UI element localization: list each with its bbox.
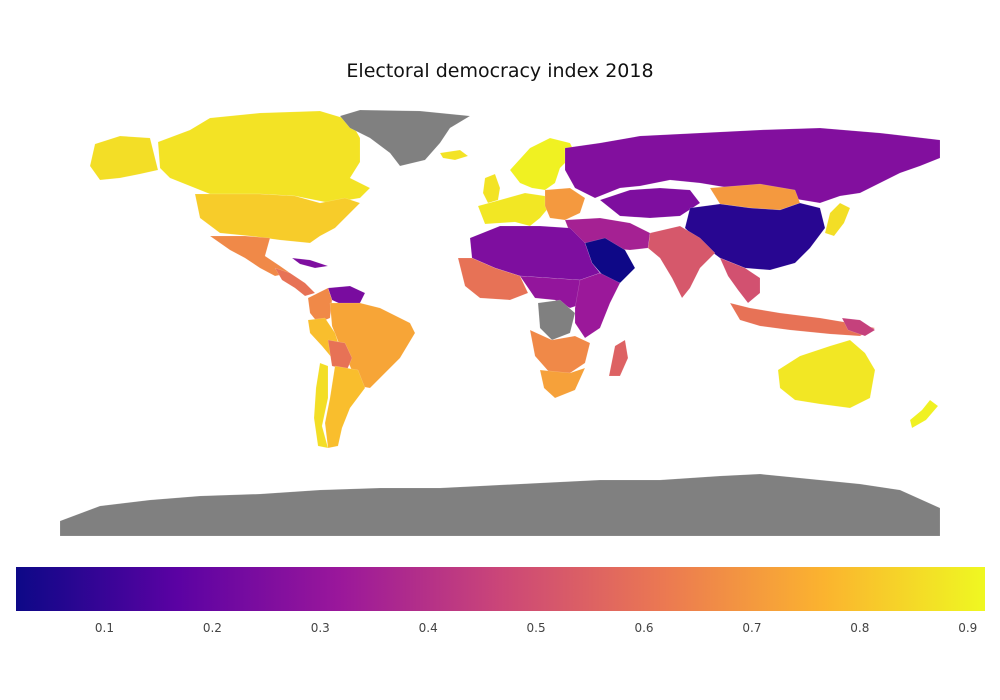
- region-new-zealand[interactable]: [909, 399, 939, 429]
- region-kazakhstan[interactable]: [599, 187, 701, 219]
- region-madagascar[interactable]: [608, 339, 629, 377]
- region-southern-africa[interactable]: [529, 329, 591, 374]
- region-australia[interactable]: [777, 339, 876, 409]
- colorbar-tick-label: 0.6: [634, 621, 654, 635]
- region-cuba[interactable]: [291, 257, 329, 269]
- region-canada[interactable]: [157, 110, 371, 204]
- region-united-states[interactable]: [194, 193, 361, 244]
- region-scandinavia[interactable]: [509, 137, 576, 191]
- colorbar-tick-label: 0.7: [742, 621, 762, 635]
- region-western-europe[interactable]: [477, 192, 551, 227]
- region-russia[interactable]: [564, 127, 940, 204]
- colorbar-tick-label: 0.8: [850, 621, 870, 635]
- region-antarctica[interactable]: [60, 473, 940, 536]
- colorbar-tick-label: 0.4: [418, 621, 438, 635]
- world-choropleth-map: [60, 109, 940, 536]
- region-east-africa[interactable]: [574, 272, 621, 339]
- region-papua-new-guinea[interactable]: [841, 317, 876, 337]
- region-india[interactable]: [647, 225, 716, 299]
- region-chile[interactable]: [313, 362, 329, 449]
- region-saudi-arabia[interactable]: [584, 237, 636, 284]
- region-united-kingdom[interactable]: [482, 173, 501, 204]
- region-south-africa[interactable]: [539, 367, 586, 399]
- colorbar-tick-label: 0.2: [202, 621, 222, 635]
- region-japan[interactable]: [824, 202, 851, 237]
- colorbar-tick-label: 0.9: [958, 621, 978, 635]
- colorbar-tick-label: 0.3: [310, 621, 330, 635]
- colorbar-tick-label: 0.5: [526, 621, 546, 635]
- region-eastern-europe[interactable]: [544, 187, 586, 221]
- region-southeast-asia[interactable]: [719, 257, 761, 304]
- region-alaska[interactable]: [89, 135, 159, 181]
- region-dr-congo[interactable]: [537, 299, 576, 341]
- region-central-america[interactable]: [274, 267, 316, 297]
- colorbar-gradient: [16, 567, 985, 611]
- region-west-africa[interactable]: [457, 257, 529, 301]
- region-greenland[interactable]: [339, 109, 471, 167]
- region-bolivia[interactable]: [327, 339, 353, 371]
- region-colombia[interactable]: [307, 287, 333, 324]
- region-argentina[interactable]: [324, 365, 366, 449]
- colorbar: [16, 567, 985, 611]
- colorbar-tick-label: 0.1: [94, 621, 115, 635]
- region-iceland[interactable]: [439, 149, 469, 161]
- map-title: Electoral democracy index 2018: [346, 60, 654, 82]
